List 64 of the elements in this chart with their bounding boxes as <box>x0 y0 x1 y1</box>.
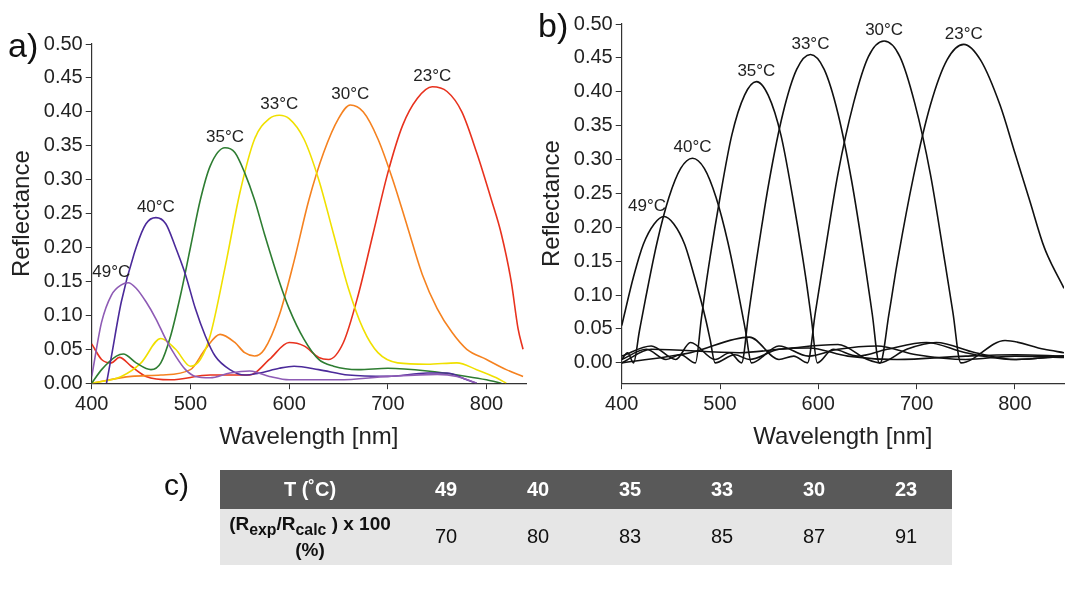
series-label: 35°C <box>205 126 244 146</box>
x-tick-label: 800 <box>469 391 504 414</box>
series-label: 35°C <box>737 60 776 80</box>
chart-title: a) <box>8 26 39 65</box>
chart-title: b) <box>538 6 569 45</box>
y-tick-label: 0.35 <box>43 133 83 156</box>
series-label: 49°C <box>628 195 666 215</box>
y-tick-label: 0.10 <box>43 302 83 325</box>
data-label: 70 <box>400 509 492 565</box>
x-tick-label: 600 <box>272 391 306 414</box>
series-label: 30°C <box>331 84 370 104</box>
text: (R$_{exp}$/R$_{calc}$ ) x 100 (%) <box>220 509 400 565</box>
y-tick-label: 0.15 <box>43 268 83 291</box>
y-tick-label: 0.20 <box>573 214 613 237</box>
y-tick-label: 0.50 <box>573 11 613 34</box>
series-label: 33°C <box>260 94 299 114</box>
x-tick-label: 600 <box>801 391 835 414</box>
y-tick-label: 0.20 <box>43 235 83 258</box>
series-label: 40°C <box>673 137 712 157</box>
y-tick-label: 0.35 <box>573 113 613 136</box>
series-label: 40°C <box>136 196 175 216</box>
x-tick-label: 800 <box>998 391 1032 414</box>
text: T (˚C) <box>220 470 400 509</box>
data-label: 80 <box>492 509 584 565</box>
x-axis-title: Wavelength [nm] <box>753 422 933 450</box>
y-tick-label: 0.05 <box>573 316 613 339</box>
y-tick-label: 0.45 <box>43 65 83 88</box>
series-label: 33°C <box>791 33 830 53</box>
series-label: 23°C <box>413 65 452 85</box>
y-tick-label: 0.00 <box>43 370 83 393</box>
x-tick-label: 700 <box>899 391 934 414</box>
y-tick-label: 0.10 <box>573 282 613 305</box>
x-tick-label: 700 <box>371 391 405 414</box>
y-tick-label: 0.45 <box>573 45 613 68</box>
y-tick-label: 0.50 <box>43 31 83 54</box>
y-tick-label: 0.25 <box>43 201 83 224</box>
y-tick-label: 0.40 <box>43 99 83 122</box>
y-tick-label: 0.00 <box>573 350 613 373</box>
x-tick-label: 400 <box>75 391 109 414</box>
data-label: 87 <box>768 509 860 565</box>
category-label: 30 <box>768 470 860 509</box>
data-label: 91 <box>860 509 952 565</box>
x-tick-label: 400 <box>605 391 639 414</box>
x-tick-label: 500 <box>703 391 737 414</box>
category-label: 40 <box>492 470 584 509</box>
series-label: 30°C <box>865 20 904 40</box>
x-tick-label: 500 <box>173 391 208 414</box>
x-axis-title: Wavelength [nm] <box>219 422 399 450</box>
category-label: 23 <box>860 470 952 509</box>
data-label: 85 <box>676 509 768 565</box>
y-tick-label: 0.15 <box>573 248 613 271</box>
y-tick-label: 0.30 <box>43 167 83 190</box>
category-label: 33 <box>676 470 768 509</box>
y-axis-title: Reflectance <box>537 140 565 267</box>
y-tick-label: 0.05 <box>43 336 83 359</box>
y-tick-label: 0.25 <box>573 180 613 203</box>
series-label: 23°C <box>944 23 983 43</box>
y-axis-title: Reflectance <box>7 150 35 277</box>
y-tick-label: 0.40 <box>573 79 613 102</box>
y-tick-label: 0.30 <box>573 147 613 170</box>
text: c) <box>164 468 189 502</box>
category-label: 49 <box>400 470 492 509</box>
data-label: 83 <box>584 509 676 565</box>
category-label: 35 <box>584 470 676 509</box>
